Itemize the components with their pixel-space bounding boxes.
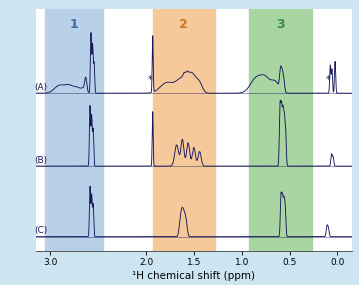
Bar [46, 9, 103, 251]
X-axis label: ¹H chemical shift (ppm): ¹H chemical shift (ppm) [132, 271, 255, 281]
Text: 1: 1 [70, 18, 79, 31]
Text: *: * [326, 75, 331, 85]
Text: (A): (A) [34, 83, 47, 92]
Text: 3: 3 [276, 18, 285, 31]
Bar [153, 9, 215, 251]
Bar [250, 9, 312, 251]
Text: (C): (C) [34, 226, 47, 235]
Text: 2: 2 [180, 18, 188, 31]
Text: (B): (B) [34, 156, 47, 165]
Text: *: * [148, 75, 152, 85]
